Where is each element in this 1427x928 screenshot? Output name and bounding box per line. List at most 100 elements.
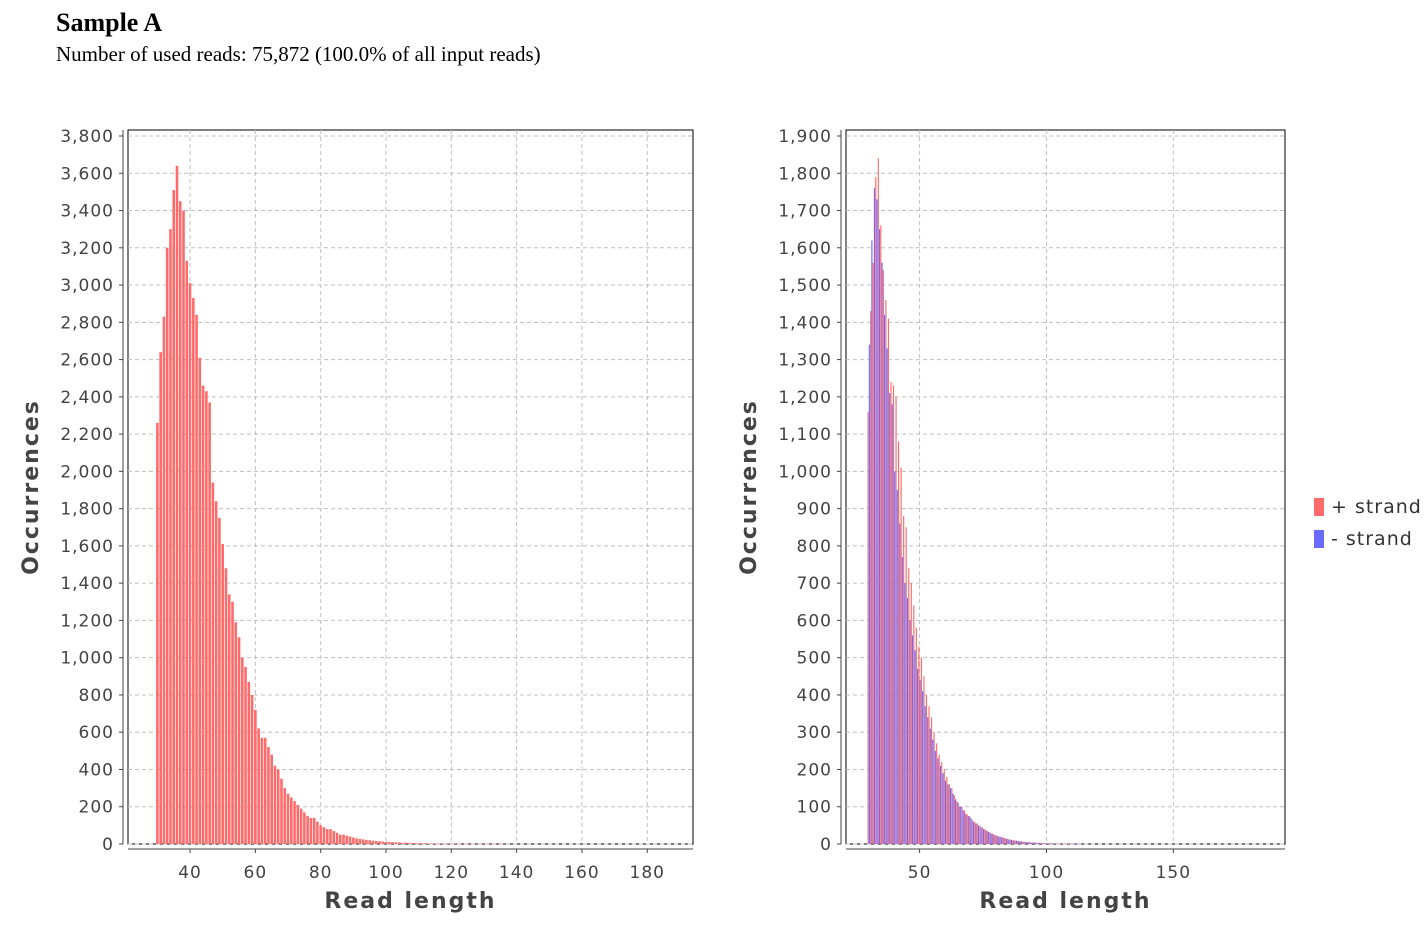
bar [162, 316, 166, 845]
bar [247, 681, 251, 844]
bar [208, 402, 211, 844]
bar [943, 769, 945, 844]
x-axis-label: Read length [324, 889, 496, 914]
bar [227, 594, 231, 844]
bar [900, 467, 902, 844]
y-tick-label: 600 [797, 611, 832, 631]
bar [947, 784, 949, 844]
bar [345, 835, 349, 844]
bar [896, 490, 898, 844]
bar [877, 158, 879, 845]
bar [273, 765, 277, 844]
bar [296, 804, 300, 844]
bar [901, 557, 903, 844]
bar [1009, 839, 1011, 844]
bar [342, 834, 345, 844]
bar [951, 788, 953, 844]
y-tick-label: 800 [79, 686, 114, 706]
bar [1022, 841, 1024, 844]
x-tick-label: 150 [1156, 863, 1191, 883]
bar [939, 765, 941, 844]
bar [156, 422, 159, 844]
bar [368, 840, 371, 844]
bar [263, 737, 267, 844]
y-tick-label: 800 [797, 537, 832, 557]
bar [1026, 842, 1028, 844]
bar [908, 568, 910, 844]
bar [205, 391, 208, 844]
y-tick-label: 1,600 [60, 537, 114, 557]
y-tick-label: 600 [79, 723, 114, 743]
bar [991, 833, 994, 844]
y-tick-label: 1,400 [60, 574, 114, 594]
y-tick-label: 2,200 [60, 425, 114, 445]
bar [1027, 842, 1029, 844]
bar [894, 471, 896, 844]
y-tick-label: 1,900 [778, 127, 832, 147]
bar [1008, 839, 1010, 844]
bar [904, 583, 906, 844]
bar [887, 318, 890, 845]
bar [234, 622, 238, 844]
y-tick-label: 1,200 [778, 388, 832, 408]
bar [1010, 839, 1013, 844]
bar [1002, 837, 1004, 844]
bar [1005, 838, 1007, 844]
bar [974, 821, 976, 844]
bar [898, 441, 900, 844]
bar [1029, 842, 1032, 844]
bar [283, 788, 287, 844]
bar [198, 357, 202, 844]
bar [286, 793, 290, 844]
bar [365, 839, 368, 844]
bar [257, 728, 260, 844]
bar [882, 270, 884, 844]
read-length-by-strand-histogram: 0 100 200 300 400 500 600 700 800 900 1,000 1,100 1,… [737, 127, 1286, 914]
bar [875, 176, 877, 845]
bar [401, 842, 404, 844]
bar [414, 843, 417, 844]
bar [316, 821, 319, 844]
bar [237, 637, 241, 844]
read-length-histogram: 0 200 400 600 800 1,000 1,200 1,400 1,600 1,800 2,… [19, 127, 694, 914]
bar [290, 797, 293, 844]
bar [185, 260, 189, 845]
bar [303, 812, 306, 844]
bar [895, 396, 897, 844]
y-tick-label: 2,400 [60, 388, 114, 408]
bar [976, 823, 978, 844]
bar [322, 827, 326, 844]
bar [188, 283, 192, 844]
y-tick-label: 900 [797, 500, 832, 520]
bar [423, 843, 427, 844]
y-tick-label: 1,600 [778, 239, 832, 259]
bar [1007, 838, 1009, 844]
bar [1015, 840, 1018, 844]
bar [960, 806, 962, 844]
legend-swatch [1314, 530, 1324, 548]
y-tick-label: 1,000 [778, 462, 832, 482]
bar [884, 314, 886, 844]
bar [293, 801, 296, 844]
bar [942, 773, 944, 844]
bar [953, 795, 955, 844]
bar [914, 650, 916, 844]
bar [931, 717, 933, 844]
bar [391, 842, 394, 844]
bar [420, 843, 424, 844]
bar [922, 691, 924, 844]
bar [870, 311, 872, 844]
bar [993, 834, 995, 844]
bar [1043, 843, 1046, 844]
bar [329, 829, 332, 844]
bar [911, 635, 914, 844]
y-tick-label: 1,400 [778, 313, 832, 333]
bar [201, 385, 205, 844]
bar [932, 739, 934, 844]
legend-swatch [1314, 498, 1324, 516]
bar [889, 393, 891, 844]
bar [1035, 842, 1037, 844]
bar [1028, 842, 1030, 844]
bar [231, 601, 234, 844]
